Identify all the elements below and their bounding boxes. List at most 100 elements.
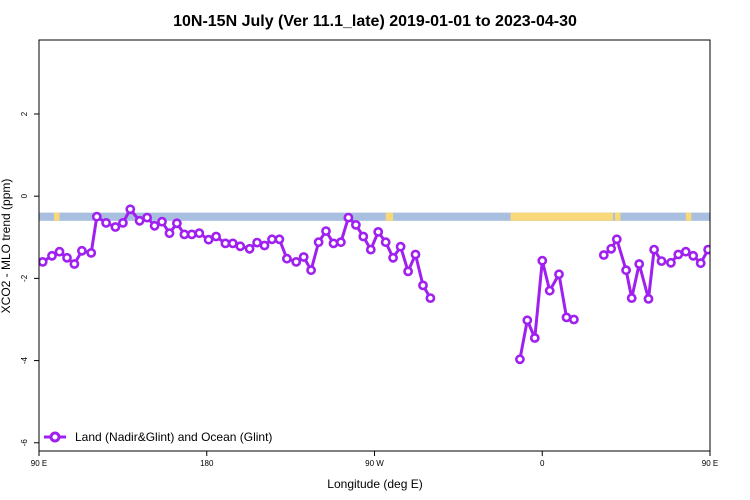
x-tick-label: 180 [200,459,214,468]
land-band-segment [510,212,614,221]
data-point [621,265,631,276]
data-point [69,259,80,269]
data-point [118,217,128,228]
data-point [164,228,175,239]
data-point [211,231,221,242]
data-point [142,212,152,223]
data-point [39,257,48,267]
y-tick-label: -6 [20,439,29,447]
data-point [529,333,540,343]
data-point [101,217,111,228]
data-point [719,213,726,220]
data-point [611,234,622,245]
land-band-segment [614,212,621,221]
data-point [373,226,384,237]
data-point [77,245,87,256]
series-line [518,259,575,360]
legend: Land (Nadir&Glint) and Ocean (Glint) [44,430,272,444]
land-band-segment [685,212,692,221]
x-tick-label: 90 E [31,459,47,468]
data-point [537,255,548,266]
data-point [194,228,205,239]
data-point [274,234,285,245]
x-axis-label: Longitude (deg E) [327,477,422,491]
data-point [680,246,691,257]
data-point [712,249,719,256]
data-point [244,243,255,254]
data-point [203,234,214,245]
data-point [91,211,102,222]
data-point [134,215,145,226]
data-point [62,252,72,263]
data-point [328,238,339,249]
y-tick-label: 0 [20,193,29,198]
data-point [281,253,292,264]
data-point [569,314,579,325]
data-point [649,244,659,255]
data-point [306,265,316,276]
data-point [418,280,428,291]
data-point [515,354,525,365]
x-tick-label: 90 W [365,459,384,468]
data-point [673,249,684,260]
data-point [227,238,238,249]
land-band-segment [53,212,60,221]
data-point [425,293,436,303]
y-tick-label: -4 [20,356,29,364]
data-point [157,216,167,227]
data-point [125,204,136,215]
y-tick-label: 2 [20,111,29,116]
data-point [395,241,406,252]
data-point [86,247,97,258]
data-point [350,219,361,230]
data-point [259,240,270,251]
data-point [606,243,617,254]
data-point [522,315,533,326]
data-point [634,259,645,269]
data-point [388,252,398,263]
data-point [656,256,667,266]
data-point [298,252,309,262]
data-point [358,231,369,242]
data-point [727,219,734,226]
data-point [380,237,391,248]
data-point [235,241,246,252]
plot-area: 90 E 180 90 W 0 90 E 2 0 -2 -4 -6 [20,39,749,468]
data-point [291,256,302,267]
x-tick-label: 90 E [702,459,718,468]
data-point [666,257,676,268]
data-point [403,266,413,277]
data-point [626,293,637,303]
data-point [742,219,749,226]
data-point [695,258,706,269]
data-point [54,246,65,257]
land-band-segment [710,213,725,221]
data-point [171,218,182,229]
data-point [598,250,609,260]
data-point [313,237,324,248]
legend-label: Land (Nadir&Glint) and Ocean (Glint) [75,430,272,444]
data-point [734,223,741,230]
data-point [365,244,376,255]
x-tick-label: 0 [540,459,545,468]
data-point [343,212,354,223]
y-axis-label: XCO2 - MLO trend (ppm) [0,179,13,314]
data-point [186,229,197,240]
legend-marker-swatch [49,431,61,443]
y-tick-label: -2 [20,274,29,282]
data-point [643,293,654,304]
data-point [554,269,564,280]
data-point [149,220,160,231]
chart-title: 10N-15N July (Ver 11.1_late) 2019-01-01 … [173,13,577,30]
data-point [321,226,331,236]
data-point [47,250,57,261]
data-point [703,244,710,255]
data-point [335,237,346,248]
data-point [544,285,555,296]
ocean-band [39,212,710,221]
data-point [410,249,421,260]
data-point [688,250,699,261]
data-point [110,222,121,232]
land-band-segment [385,212,394,221]
